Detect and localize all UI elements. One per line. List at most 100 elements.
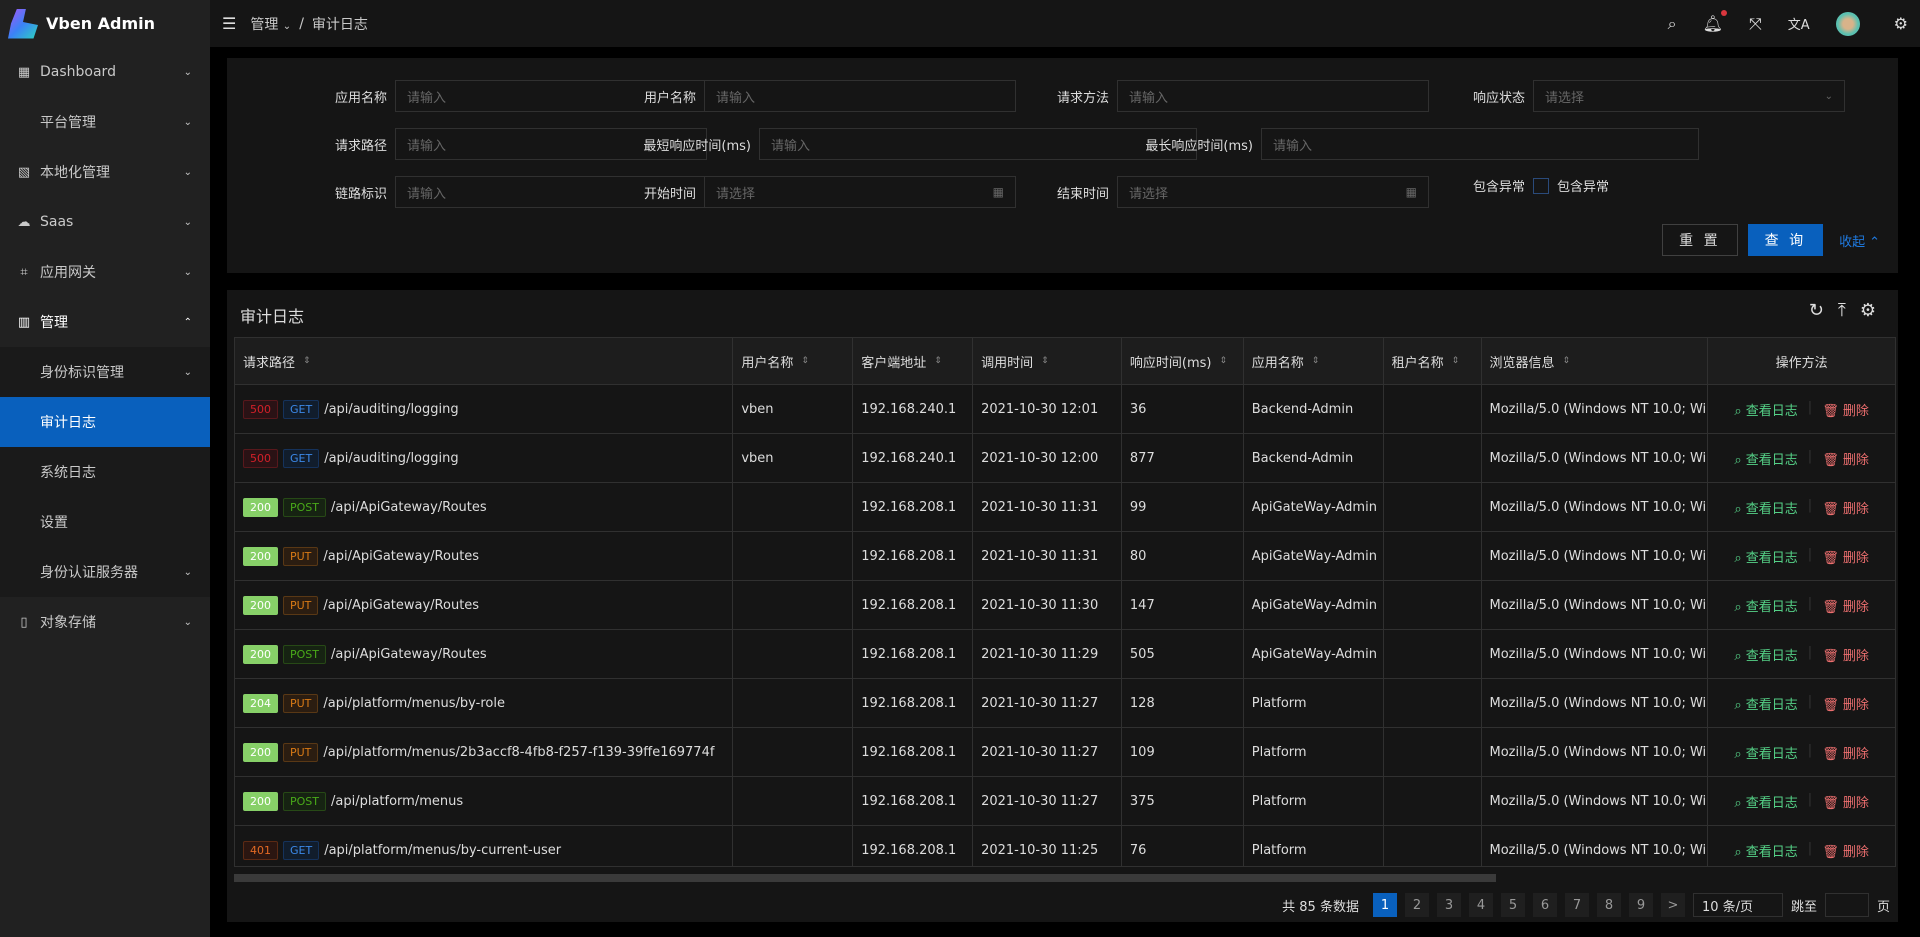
row-actions: ⌕ 查看日志 | 🗑︎ 删除 bbox=[1716, 400, 1887, 419]
cell-user bbox=[733, 679, 854, 727]
column-header[interactable]: 客户端地址 ⇕ bbox=[853, 338, 974, 384]
sidebar-item[interactable]: 设置 bbox=[0, 497, 210, 547]
view-log-button[interactable]: ⌕ 查看日志 bbox=[1734, 400, 1797, 419]
fullscreen-icon[interactable]: ⤧ bbox=[1748, 13, 1762, 33]
breadcrumb-item-manage[interactable]: 管理 ⌄ bbox=[250, 14, 291, 34]
delete-button[interactable]: 🗑︎ 删除 bbox=[1822, 743, 1869, 762]
search-input[interactable]: 请输入 bbox=[1261, 128, 1699, 160]
delete-button[interactable]: 🗑︎ 删除 bbox=[1822, 596, 1869, 615]
response-status-select[interactable]: 请选择 ⌄ bbox=[1533, 80, 1845, 112]
sidebar-item[interactable]: ▯ 对象存储 ⌄ bbox=[0, 597, 210, 647]
method-badge: PUT bbox=[283, 595, 319, 615]
refresh-icon[interactable]: ↻ bbox=[1808, 300, 1824, 321]
search-input[interactable]: 请选择 ▦ bbox=[704, 176, 1016, 208]
settings-icon[interactable]: ⚙ bbox=[1859, 300, 1876, 321]
view-log-button[interactable]: ⌕ 查看日志 bbox=[1734, 498, 1797, 517]
jump-input[interactable] bbox=[1824, 893, 1869, 917]
sidebar-item[interactable]: ▧ 本地化管理 ⌄ bbox=[0, 147, 210, 197]
page-size-select[interactable]: 10 条/页 bbox=[1692, 893, 1783, 917]
page-9-button[interactable]: 9 bbox=[1628, 893, 1653, 917]
menu-fold-icon[interactable]: ☰ bbox=[222, 14, 237, 33]
view-log-button[interactable]: ⌕ 查看日志 bbox=[1734, 547, 1797, 566]
status-badge: 200 bbox=[243, 595, 278, 615]
search-input[interactable]: 请输入 bbox=[1117, 80, 1429, 112]
column-header[interactable]: 请求路径 ⇕ bbox=[235, 338, 734, 384]
column-header[interactable]: 调用时间 ⇕ bbox=[973, 338, 1122, 384]
cell-tenant bbox=[1384, 728, 1482, 776]
delete-button[interactable]: 🗑︎ 删除 bbox=[1822, 449, 1869, 468]
column-header[interactable]: 用户名称 ⇕ bbox=[733, 338, 854, 384]
sort-icon[interactable]: ⇕ bbox=[801, 356, 809, 366]
view-log-button[interactable]: ⌕ 查看日志 bbox=[1734, 596, 1797, 615]
delete-button[interactable]: 🗑︎ 删除 bbox=[1822, 400, 1869, 419]
page-2-button[interactable]: 2 bbox=[1404, 893, 1429, 917]
app-logo[interactable]: Vben Admin bbox=[0, 0, 210, 47]
column-header[interactable]: 应用名称 ⇕ bbox=[1244, 338, 1384, 384]
sort-icon[interactable]: ⇕ bbox=[1219, 356, 1228, 366]
sort-icon[interactable]: ⇕ bbox=[934, 356, 942, 366]
view-log-button[interactable]: ⌕ 查看日志 bbox=[1734, 645, 1797, 664]
column-header[interactable]: 响应时间(ms) ⇕ bbox=[1122, 338, 1244, 384]
search-input[interactable]: 请选择 ▦ bbox=[1117, 176, 1429, 208]
cell-tenant bbox=[1384, 434, 1482, 482]
sidebar-item[interactable]: ⌗ 应用网关 ⌄ bbox=[0, 247, 210, 297]
column-header[interactable]: 租户名称 ⇕ bbox=[1384, 338, 1482, 384]
avatar[interactable] bbox=[1835, 11, 1860, 36]
search-input[interactable]: 请输入 bbox=[704, 80, 1016, 112]
sidebar-item[interactable]: 身份认证服务器 ⌄ bbox=[0, 547, 210, 597]
search-input[interactable]: 请输入 bbox=[395, 176, 707, 208]
jump-suffix: 页 bbox=[1876, 899, 1890, 915]
search-input[interactable]: 请输入 bbox=[395, 128, 707, 160]
delete-button[interactable]: 🗑︎ 删除 bbox=[1822, 841, 1869, 860]
sidebar-item[interactable]: ▦ Dashboard ⌄ bbox=[0, 47, 210, 97]
horizontal-scrollbar[interactable] bbox=[234, 874, 1496, 882]
search-icon[interactable]: ⌕ bbox=[1667, 13, 1677, 33]
checkbox-label[interactable]: 包含异常 bbox=[1557, 180, 1610, 195]
view-log-button[interactable]: ⌕ 查看日志 bbox=[1734, 743, 1797, 762]
delete-button[interactable]: 🗑︎ 删除 bbox=[1822, 547, 1869, 566]
cell-user bbox=[733, 826, 854, 866]
page-3-button[interactable]: 3 bbox=[1436, 893, 1461, 917]
page-7-button[interactable]: 7 bbox=[1564, 893, 1589, 917]
column-header[interactable]: 浏览器信息 ⇕ bbox=[1482, 338, 1709, 384]
input-placeholder: 请输入 bbox=[407, 90, 447, 106]
sidebar-item[interactable]: 系统日志 bbox=[0, 447, 210, 497]
delete-button[interactable]: 🗑︎ 删除 bbox=[1822, 498, 1869, 517]
delete-button[interactable]: 🗑︎ 删除 bbox=[1822, 792, 1869, 811]
view-log-button[interactable]: ⌕ 查看日志 bbox=[1734, 449, 1797, 468]
column-height-icon[interactable]: ⤒ bbox=[1837, 300, 1846, 321]
view-log-button[interactable]: ⌕ 查看日志 bbox=[1734, 694, 1797, 713]
reset-button[interactable]: 重 置 bbox=[1662, 224, 1738, 256]
sidebar-item[interactable]: ▥ 管理 ⌃ bbox=[0, 297, 210, 347]
sort-icon[interactable]: ⇕ bbox=[1311, 356, 1320, 366]
sidebar-item[interactable]: 身份标识管理 ⌄ bbox=[0, 347, 210, 397]
page-4-button[interactable]: 4 bbox=[1468, 893, 1493, 917]
translate-icon[interactable]: 文A bbox=[1787, 18, 1810, 33]
delete-button[interactable]: 🗑︎ 删除 bbox=[1822, 694, 1869, 713]
sort-icon[interactable]: ⇕ bbox=[1451, 356, 1460, 366]
page-1-button[interactable]: 1 bbox=[1372, 893, 1397, 917]
sidebar-item[interactable]: ☁ Saas ⌄ bbox=[0, 197, 210, 247]
request-path: /api/platform/menus/by-role bbox=[323, 695, 505, 711]
view-log-button[interactable]: ⌕ 查看日志 bbox=[1734, 792, 1797, 811]
sidebar-item[interactable]: 审计日志 bbox=[0, 397, 210, 447]
collapse-button[interactable]: 收起 ⌃ bbox=[1839, 231, 1880, 250]
input-placeholder: 请输入 bbox=[771, 138, 811, 154]
page-8-button[interactable]: 8 bbox=[1596, 893, 1621, 917]
cell-duration: 76 bbox=[1122, 826, 1244, 866]
bell-icon[interactable]: 🔔︎ bbox=[1703, 10, 1727, 33]
search-input[interactable]: 请输入 bbox=[759, 128, 1197, 160]
view-log-button[interactable]: ⌕ 查看日志 bbox=[1734, 841, 1797, 860]
page-6-button[interactable]: 6 bbox=[1532, 893, 1557, 917]
next-page-button[interactable]: > bbox=[1660, 893, 1685, 917]
delete-button[interactable]: 🗑︎ 删除 bbox=[1822, 645, 1869, 664]
sort-icon[interactable]: ⇕ bbox=[1562, 356, 1571, 366]
query-button[interactable]: 查 询 bbox=[1747, 224, 1824, 256]
sidebar-item[interactable]: 平台管理 ⌄ bbox=[0, 97, 210, 147]
include-exception-checkbox[interactable] bbox=[1533, 177, 1549, 194]
page-5-button[interactable]: 5 bbox=[1500, 893, 1525, 917]
sort-icon[interactable]: ⇕ bbox=[303, 356, 311, 366]
sort-icon[interactable]: ⇕ bbox=[1041, 356, 1049, 366]
gear-icon[interactable]: ⚙ bbox=[1893, 14, 1908, 33]
request-path: /api/ApiGateway/Routes bbox=[331, 499, 487, 515]
